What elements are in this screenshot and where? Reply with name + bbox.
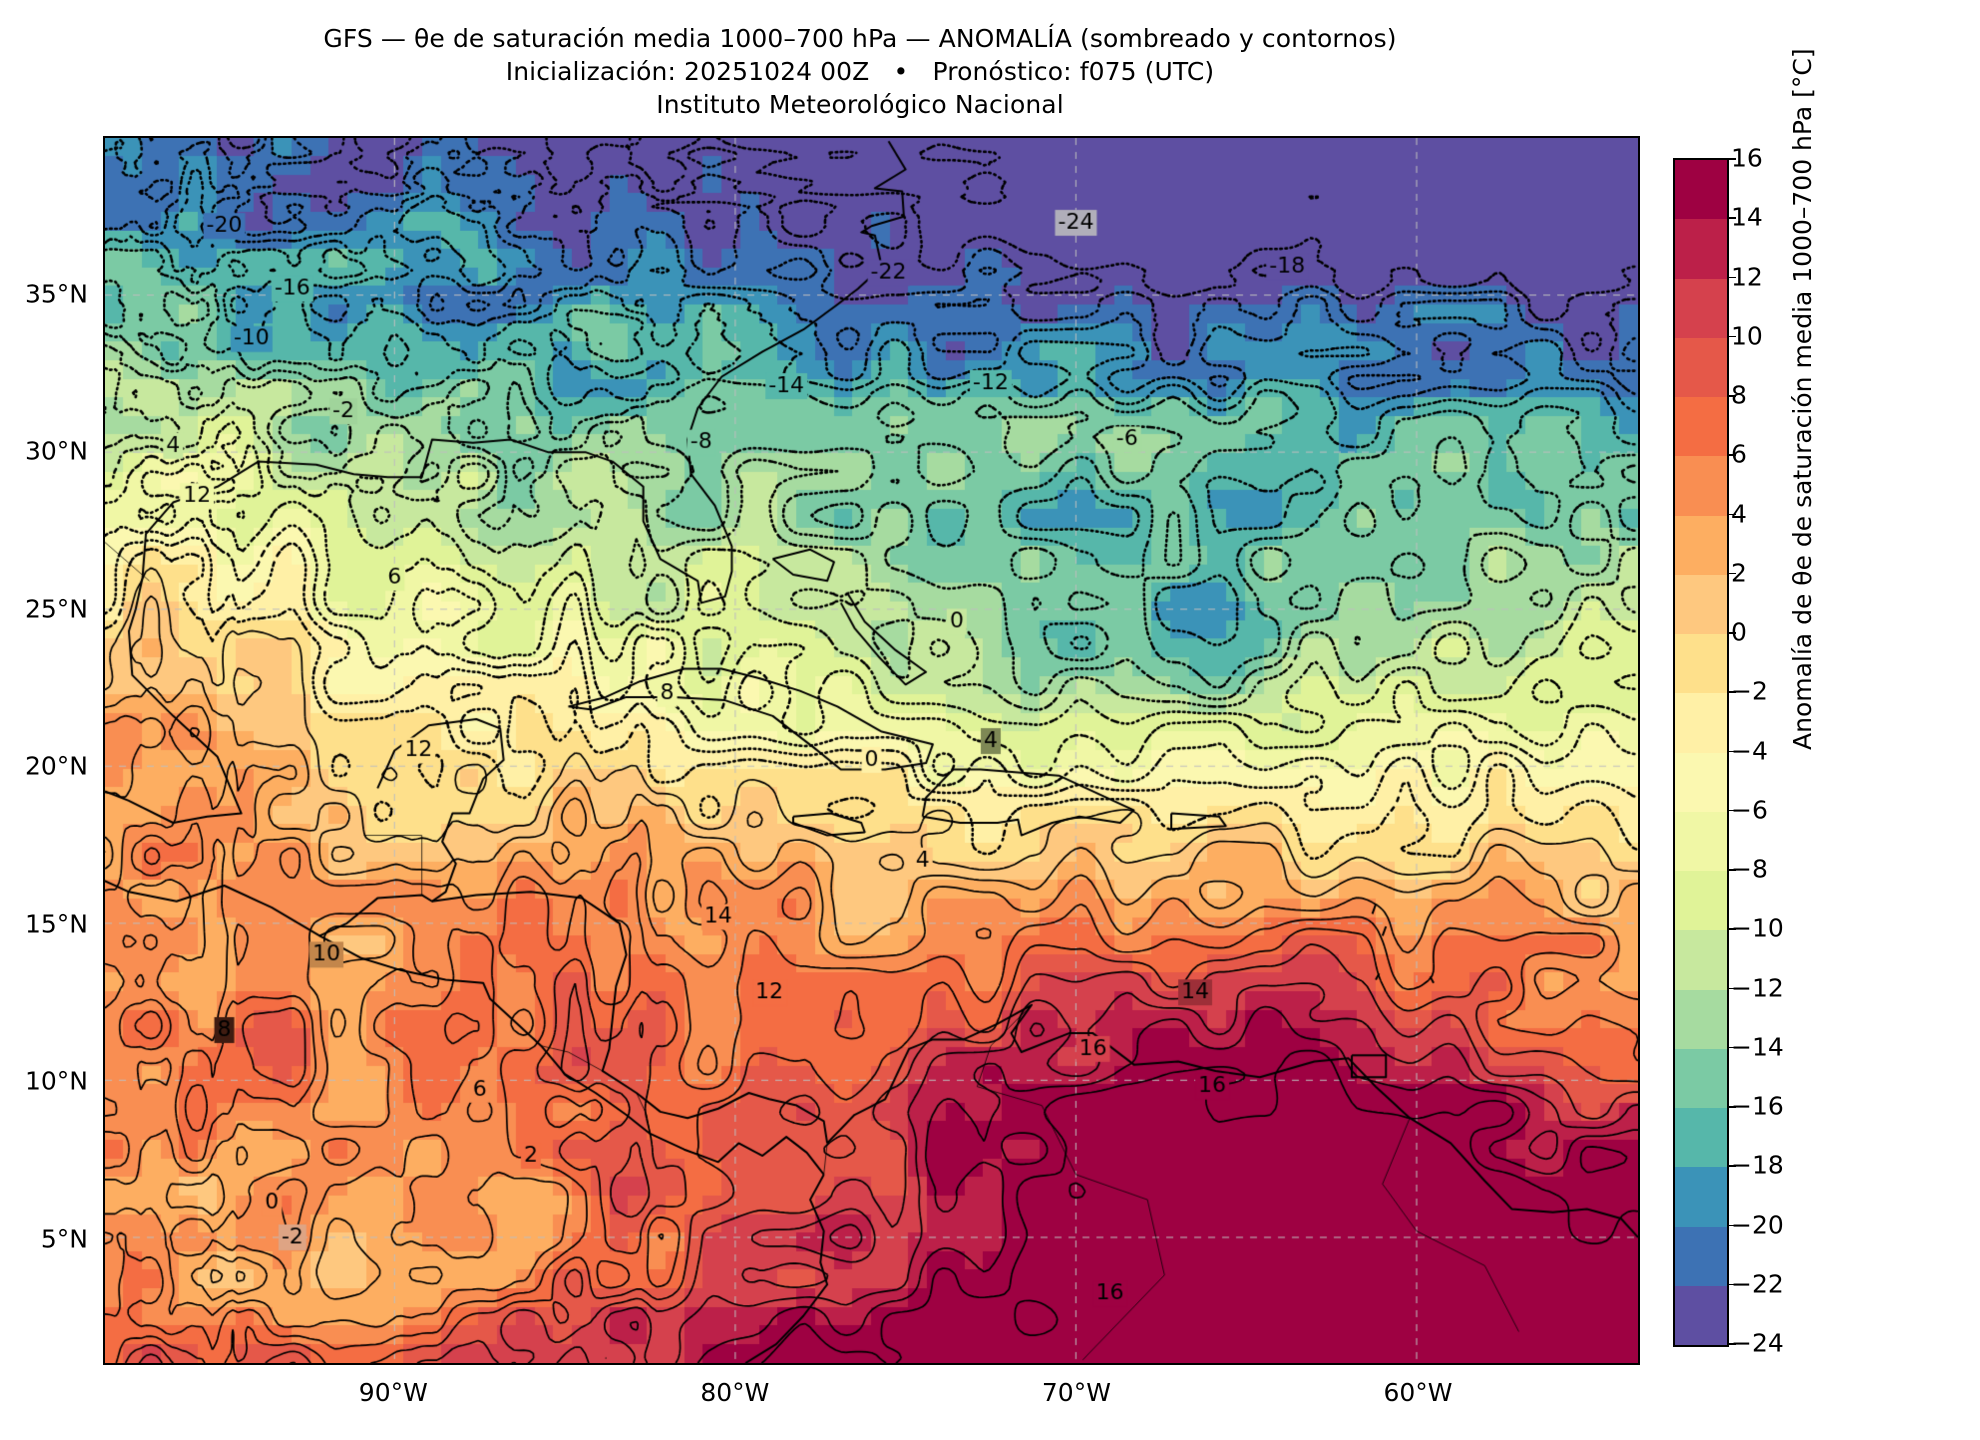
colorbar-tick-label: 12 bbox=[1731, 262, 1763, 291]
colorbar-tick-label: −16 bbox=[1731, 1091, 1784, 1121]
colorbar-tickmark bbox=[1727, 1283, 1736, 1286]
colorbar-tick-label: −6 bbox=[1731, 795, 1768, 825]
colorbar-band-9 bbox=[1675, 693, 1727, 753]
colorbar-band-17 bbox=[1675, 1167, 1727, 1227]
anomaly-map-canvas bbox=[105, 138, 1638, 1363]
colorbar-tickmark bbox=[1727, 1106, 1736, 1108]
colorbar-tickmark bbox=[1727, 1224, 1736, 1227]
colorbar-tickmark bbox=[1727, 513, 1736, 516]
colorbar-tickmark bbox=[1727, 691, 1736, 693]
colorbar-band-2 bbox=[1675, 278, 1727, 338]
colorbar-tickmark bbox=[1727, 1046, 1736, 1049]
colorbar-band-15 bbox=[1675, 1048, 1727, 1108]
latitude-tick-label: 30°N bbox=[24, 436, 88, 466]
colorbar-tickmark bbox=[1727, 217, 1736, 219]
colorbar-tick-label: 0 bbox=[1731, 617, 1747, 647]
colorbar-tick-label: −14 bbox=[1731, 1032, 1784, 1062]
longitude-tick-label: 60°W bbox=[1383, 1378, 1453, 1407]
colorbar-band-13 bbox=[1675, 930, 1727, 990]
colorbar-tick-label: 14 bbox=[1731, 202, 1763, 232]
colorbar-tick-label: −10 bbox=[1731, 913, 1784, 943]
longitude-tick-label: 70°W bbox=[1041, 1378, 1111, 1407]
colorbar-tickmark bbox=[1727, 809, 1736, 812]
colorbar-tickmark bbox=[1727, 395, 1736, 397]
colorbar-tickmark bbox=[1727, 335, 1736, 338]
colorbar-tickmark bbox=[1727, 276, 1736, 279]
colorbar-tick-label: −18 bbox=[1731, 1150, 1784, 1180]
map-plot-area bbox=[103, 136, 1640, 1365]
colorbar-band-11 bbox=[1675, 811, 1727, 871]
colorbar-tick-label: −2 bbox=[1731, 676, 1768, 706]
longitude-tick-label: 80°W bbox=[700, 1378, 770, 1407]
latitude-tick-label: 10°N bbox=[24, 1066, 88, 1096]
colorbar-tickmark bbox=[1727, 1165, 1736, 1167]
latitude-tick-label: 5°N bbox=[40, 1224, 88, 1254]
colorbar-tick-label: 16 bbox=[1731, 143, 1763, 173]
colorbar bbox=[1673, 158, 1729, 1347]
colorbar-band-5 bbox=[1675, 456, 1727, 516]
chart-subtitle: Inicialización: 20251024 00Z • Pronóstic… bbox=[505, 57, 1215, 86]
colorbar-tick-label: 10 bbox=[1731, 321, 1763, 351]
colorbar-tickmark bbox=[1727, 869, 1736, 871]
colorbar-tick-label: −20 bbox=[1731, 1210, 1784, 1239]
latitude-tick-label: 20°N bbox=[24, 751, 88, 781]
colorbar-band-4 bbox=[1675, 397, 1727, 457]
colorbar-band-3 bbox=[1675, 337, 1727, 397]
colorbar-band-8 bbox=[1675, 634, 1727, 694]
colorbar-tickmark bbox=[1727, 158, 1736, 160]
colorbar-tick-label: −4 bbox=[1731, 736, 1768, 765]
colorbar-band-0 bbox=[1675, 160, 1727, 220]
colorbar-tickmark bbox=[1727, 572, 1736, 575]
colorbar-tick-label: −22 bbox=[1731, 1269, 1784, 1299]
colorbar-tick-label: 8 bbox=[1731, 380, 1747, 410]
latitude-tick-label: 35°N bbox=[24, 279, 88, 309]
colorbar-band-19 bbox=[1675, 1285, 1727, 1345]
latitude-tick-label: 15°N bbox=[24, 909, 88, 939]
colorbar-tick-label: −24 bbox=[1731, 1328, 1784, 1358]
colorbar-tickmark bbox=[1727, 632, 1736, 634]
colorbar-tick-label: −8 bbox=[1731, 854, 1768, 884]
colorbar-band-10 bbox=[1675, 752, 1727, 812]
colorbar-tick-label: 2 bbox=[1731, 558, 1747, 588]
colorbar-tick-label: 6 bbox=[1731, 439, 1747, 469]
chart-title-block: GFS — θe de saturación media 1000–700 hP… bbox=[0, 22, 1720, 121]
colorbar-tick-label: 4 bbox=[1731, 499, 1747, 528]
longitude-tick-label: 90°W bbox=[358, 1378, 428, 1407]
colorbar-band-1 bbox=[1675, 219, 1727, 279]
colorbar-band-12 bbox=[1675, 871, 1727, 931]
colorbar-band-14 bbox=[1675, 989, 1727, 1049]
colorbar-tickmark bbox=[1727, 750, 1736, 753]
chart-source-label: Instituto Meteorológico Nacional bbox=[656, 90, 1064, 119]
colorbar-tickmark bbox=[1727, 928, 1736, 930]
latitude-tick-label: 25°N bbox=[24, 594, 88, 624]
page-title: GFS — θe de saturación media 1000–700 hP… bbox=[323, 24, 1397, 53]
colorbar-band-18 bbox=[1675, 1226, 1727, 1286]
colorbar-band-16 bbox=[1675, 1108, 1727, 1168]
colorbar-label: Anomalía de θe de saturación media 1000–… bbox=[1788, 48, 1817, 750]
colorbar-tick-label: −12 bbox=[1731, 973, 1784, 1002]
colorbar-band-6 bbox=[1675, 515, 1727, 575]
colorbar-tickmark bbox=[1727, 454, 1736, 456]
colorbar-tickmark bbox=[1727, 1343, 1736, 1345]
colorbar-band-7 bbox=[1675, 574, 1727, 634]
colorbar-tickmark bbox=[1727, 987, 1736, 990]
